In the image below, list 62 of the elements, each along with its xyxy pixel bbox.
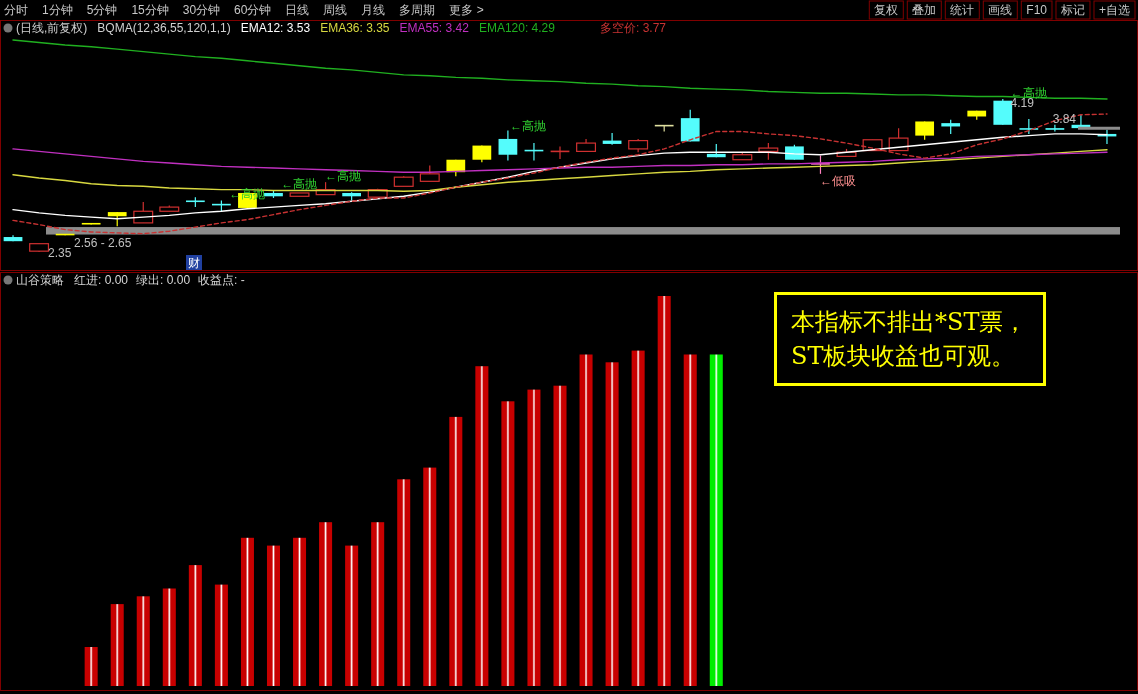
bar (162, 588, 176, 686)
text: 多周期 (399, 3, 436, 17)
text: 画线 (988, 3, 1013, 17)
text: 日线 (285, 3, 310, 17)
bar (449, 416, 463, 686)
text: 复权 (874, 3, 899, 17)
chart-title: 山谷策略 (16, 273, 64, 287)
annotation: 2.35 (48, 246, 72, 260)
text: 叠加 (912, 3, 937, 17)
annotation: 本指标不排出*ST票，ST板块收益也可观。 (774, 292, 1046, 386)
text: 收益点: - (198, 273, 245, 287)
chart-subtitle: BQMA(12,36,55,120,1,1) (97, 21, 231, 35)
text: EMA36: 3.35 (320, 21, 390, 35)
bar (84, 647, 98, 686)
text: 统计 (950, 3, 975, 17)
text: 30分钟 (182, 3, 221, 17)
bar (319, 522, 333, 686)
bar (188, 565, 202, 686)
text: EMA120: 4.29 (478, 21, 556, 35)
bar (683, 354, 697, 686)
text: 绿出: 0.00 (136, 273, 191, 287)
chart-title: (日线,前复权) (16, 21, 88, 35)
bar (423, 467, 437, 686)
text: 财 (188, 256, 200, 270)
bar (527, 389, 541, 686)
text: 月线 (361, 3, 386, 17)
annotation: ←高抛 (510, 119, 546, 133)
bar (240, 537, 254, 686)
bar (579, 354, 593, 686)
text: EMA12: 3.53 (240, 21, 311, 35)
text: 1分钟 (42, 3, 73, 17)
text: 15分钟 (131, 3, 169, 17)
bar (501, 401, 515, 686)
bar (266, 545, 280, 686)
bar (345, 545, 359, 686)
annotation: ←高抛 (325, 169, 361, 183)
bar (293, 537, 307, 686)
band-label: 2.56 - 2.65 (74, 235, 132, 250)
text: 5分钟 (86, 3, 118, 17)
bar (136, 596, 150, 686)
bar (605, 362, 619, 686)
text: +自选 (1098, 3, 1130, 17)
text: 更多 > (449, 3, 484, 17)
annotation: ←低吸 (820, 174, 856, 188)
bar (397, 479, 411, 686)
text: 60分钟 (234, 3, 272, 17)
bar (657, 296, 671, 686)
bar (553, 385, 567, 686)
annotation: ←高抛 (281, 177, 318, 192)
bar (709, 354, 723, 686)
bar (110, 604, 124, 686)
text: 标记 (1059, 3, 1085, 17)
text: 红进: 0.00 (74, 273, 129, 287)
bar (631, 350, 645, 686)
text: EMA55: 3.42 (399, 21, 470, 35)
text: 多空价: 3.77 (600, 21, 667, 35)
bar (371, 522, 385, 686)
text: 周线 (323, 3, 348, 17)
text: 分时 (4, 3, 28, 17)
text: F10 (1026, 3, 1048, 17)
bar (214, 584, 228, 686)
bar (475, 366, 489, 686)
